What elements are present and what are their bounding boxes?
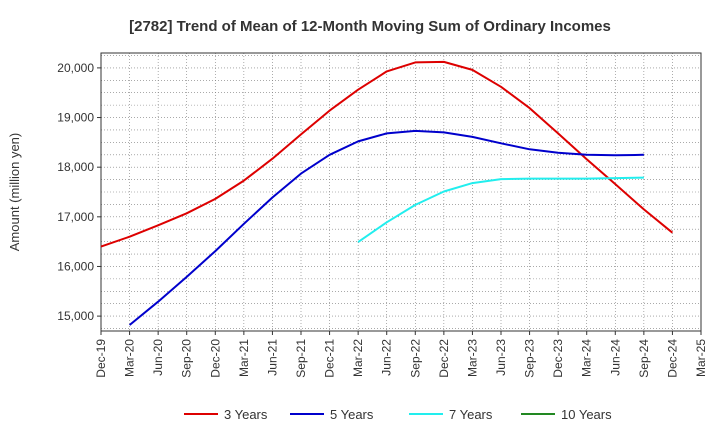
y-tick-label: 17,000	[57, 210, 94, 224]
y-tick-label: 15,000	[57, 309, 94, 323]
y-tick-label: 18,000	[57, 160, 94, 174]
x-tick-label: Dec-20	[208, 339, 222, 378]
x-tick-label: Dec-22	[437, 339, 451, 378]
x-tick-label: Dec-24	[665, 339, 679, 378]
x-axis: Dec-19 Mar-20 Jun-20 Sep-20 Dec-20 Mar-21 Jun-…	[94, 331, 708, 378]
y-axis-label: Amount (million yen)	[7, 133, 22, 252]
x-tick-label: Mar-22	[351, 339, 365, 377]
x-tick-label: Jun-21	[265, 339, 279, 376]
series-line-3-years	[100, 60, 674, 248]
x-tick-label: Mar-23	[465, 339, 479, 377]
x-tick-label: Sep-22	[408, 339, 422, 378]
x-tick-label: Dec-19	[94, 339, 108, 378]
x-tick-label: Mar-20	[123, 339, 137, 377]
x-tick-label: Sep-24	[637, 339, 651, 378]
legend-label-3-years: 3 Years	[224, 407, 268, 422]
legend: 3 Years 5 Years 7 Years 10 Years	[184, 407, 612, 422]
y-tick-label: 19,000	[57, 111, 94, 125]
x-tick-label: Jun-23	[494, 339, 508, 376]
x-tick-label: Sep-20	[180, 339, 194, 378]
y-tick-label: 20,000	[57, 61, 94, 75]
series-line-7-years	[357, 176, 644, 243]
x-tick-label: Sep-23	[523, 339, 537, 378]
x-tick-label: Jun-22	[380, 339, 394, 376]
x-tick-label: Dec-23	[551, 339, 565, 378]
legend-label-5-years: 5 Years	[330, 407, 374, 422]
plot-border	[100, 52, 702, 332]
x-tick-label: Mar-25	[694, 339, 708, 377]
x-tick-label: Jun-24	[608, 339, 622, 376]
legend-label-7-years: 7 Years	[449, 407, 493, 422]
y-tick-label: 16,000	[57, 259, 94, 273]
y-axis: 15,000 16,000 17,000 18,000 19,000 20,000	[57, 61, 101, 323]
chart-title: [2782] Trend of Mean of 12-Month Moving …	[129, 18, 611, 35]
legend-label-10-years: 10 Years	[561, 407, 612, 422]
x-tick-label: Sep-21	[294, 339, 308, 378]
series-group	[100, 60, 674, 326]
series-line-5-years	[128, 129, 644, 326]
x-tick-label: Jun-20	[151, 339, 165, 376]
x-tick-label: Dec-21	[323, 339, 337, 378]
x-tick-label: Mar-24	[580, 339, 594, 377]
x-tick-label: Mar-21	[237, 339, 251, 377]
